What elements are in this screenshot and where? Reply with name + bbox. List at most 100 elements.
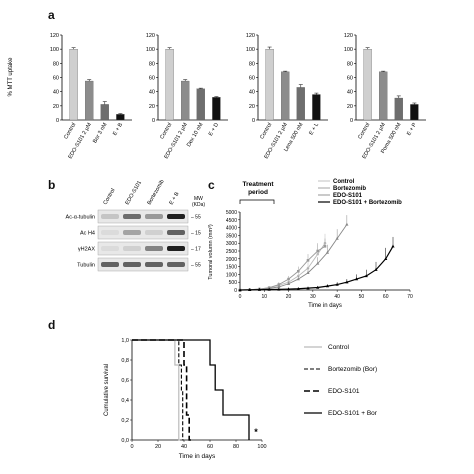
blot-mw-marker: – 15: [191, 231, 201, 237]
x-axis-label-c: Time in days: [308, 303, 342, 309]
survival-curve: [132, 339, 250, 440]
y-tick-label: 60: [53, 76, 59, 82]
data-point: [316, 285, 320, 289]
category-label: Control: [357, 122, 371, 140]
category-label: Bor 3 nM: [92, 122, 109, 145]
series-line: [239, 246, 394, 291]
blot-band: [123, 230, 141, 235]
y-tick-label: 0: [234, 288, 237, 294]
y-tick-label: 5000: [226, 210, 237, 216]
y-tick-label: 2000: [226, 257, 237, 263]
tumor-growth-chart: 0500100015002000250030003500400045005000…: [208, 179, 413, 309]
y-tick-label: 0: [252, 118, 255, 124]
y-tick-label: 100: [246, 47, 255, 53]
bar: [363, 49, 372, 121]
data-point: [248, 288, 252, 292]
y-axis-label-d: Cumulative survival: [104, 364, 110, 416]
data-point: [296, 286, 300, 290]
y-tick-label: 3000: [226, 241, 237, 247]
data-point: [238, 288, 242, 292]
data-point: [286, 287, 291, 291]
data-point: [267, 287, 271, 291]
bar: [181, 80, 190, 121]
blot-band: [167, 214, 185, 219]
y-tick-label: 80: [249, 61, 255, 67]
x-tick-label: 70: [407, 294, 413, 300]
panel-letter-c: c: [208, 178, 215, 192]
y-tick-label: 100: [146, 47, 155, 53]
data-point: [384, 257, 388, 260]
y-tick-label: 20: [53, 104, 59, 110]
legend-entry: Control: [328, 344, 350, 351]
x-tick-label: 80: [233, 444, 239, 450]
data-point: [316, 252, 320, 256]
legend-entry: EDO-S101: [333, 193, 363, 199]
y-tick-label: 3500: [226, 233, 237, 239]
mw-header: MW: [194, 196, 203, 202]
bar: [410, 104, 419, 121]
y-axis-label-a: % MTT uptake: [8, 57, 14, 97]
y-tick-label: 40: [53, 90, 59, 96]
blot-band: [101, 246, 119, 251]
y-tick-label: 40: [149, 90, 155, 96]
blot-strip: [97, 241, 189, 256]
blot-strip: [97, 209, 189, 224]
y-tick-label: 1500: [226, 265, 237, 271]
legend-entry: Bortezomib (Bor): [328, 366, 377, 373]
y-tick-label: 0,6: [121, 378, 129, 384]
x-tick-label: 20: [155, 444, 161, 450]
series-line: [239, 224, 348, 291]
data-point: [306, 286, 310, 290]
bar: [379, 71, 388, 121]
data-point: [323, 245, 327, 248]
x-tick-label: 60: [383, 294, 389, 300]
y-tick-label: 4000: [226, 226, 237, 232]
y-tick-label: 80: [149, 61, 155, 67]
blot-band: [101, 214, 119, 219]
treatment-label: Treatment: [242, 181, 274, 188]
y-tick-label: 0,0: [121, 438, 129, 444]
survival-curve: [132, 339, 184, 441]
lane-label: E + B: [169, 191, 181, 206]
x-tick-label: 40: [181, 444, 187, 450]
treatment-bracket: [239, 199, 275, 204]
legend-entry: Control: [333, 179, 355, 185]
category-label: Control: [63, 122, 77, 140]
y-tick-label: 0: [350, 118, 353, 124]
x-tick-label: 10: [262, 294, 268, 300]
x-tick-label: 0: [130, 444, 133, 450]
x-tick-label: 60: [207, 444, 213, 450]
data-point: [354, 277, 359, 281]
category-label: Dex 10 nM: [186, 122, 205, 148]
y-tick-label: 60: [149, 76, 155, 82]
data-point: [345, 280, 349, 284]
y-tick-label: 0,8: [121, 358, 129, 364]
survival-curve: [132, 339, 181, 441]
blot-row-label: Ac-α-tubulin: [66, 215, 95, 221]
legend-entry: EDO-S101 + Bortezomib: [333, 200, 402, 206]
blot-strip: [97, 225, 189, 240]
blot-mw-marker: – 55: [191, 215, 201, 221]
y-tick-label: 80: [53, 61, 59, 67]
panel-letter-d: d: [48, 318, 56, 332]
bar: [281, 71, 290, 121]
y-tick-label: 40: [249, 90, 255, 96]
category-label: E + L: [308, 122, 320, 136]
blot-mw-marker: – 55: [191, 263, 201, 269]
data-point: [345, 222, 349, 226]
blot-mw-marker: – 17: [191, 247, 201, 253]
y-tick-label: 100: [50, 47, 59, 53]
x-tick-label: 50: [359, 294, 365, 300]
blot-band: [145, 230, 163, 235]
data-point: [335, 236, 339, 240]
blot-row-label: Ac H4: [80, 231, 95, 237]
bar: [394, 97, 403, 121]
data-point: [277, 283, 281, 286]
data-point: [335, 282, 339, 286]
data-point: [286, 281, 291, 285]
data-point: [277, 285, 281, 289]
blot-row-label: γH2AX: [78, 247, 95, 253]
